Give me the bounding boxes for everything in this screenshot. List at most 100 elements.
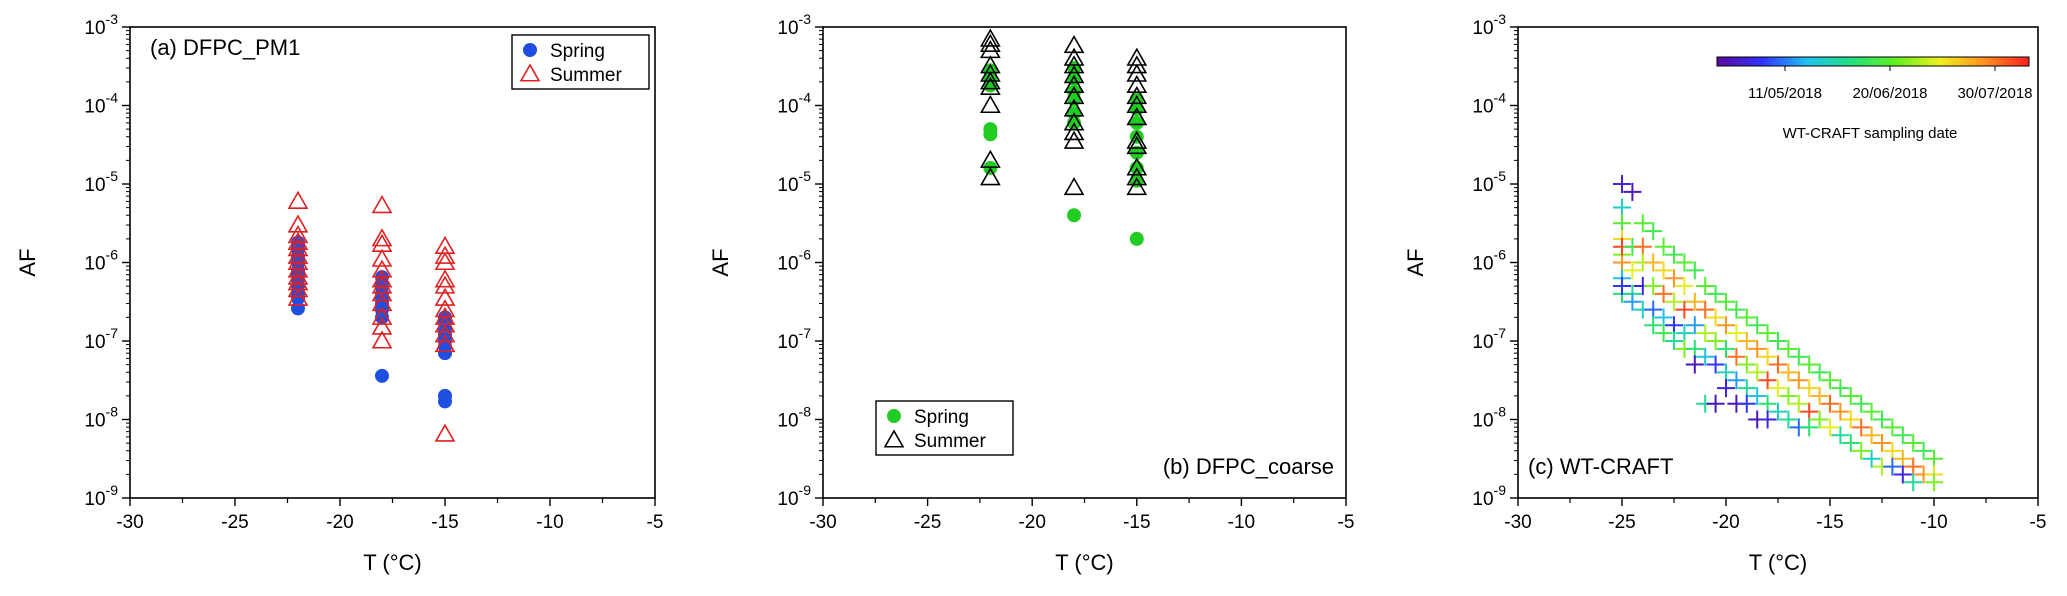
sample-point <box>1644 300 1663 319</box>
summer-point <box>979 149 1001 168</box>
summer-point <box>434 333 456 353</box>
summer-point <box>1063 74 1085 94</box>
summer-point <box>1126 63 1148 82</box>
sample-point <box>1821 371 1839 390</box>
summer-point <box>1063 122 1085 141</box>
sample-point <box>1800 355 1819 374</box>
summer-legend-marker <box>519 63 541 82</box>
sample-point <box>1737 379 1756 398</box>
summer-point <box>287 231 309 251</box>
sample-point <box>1717 379 1735 398</box>
summer-point <box>371 269 393 288</box>
x-tick-label: -30 <box>1504 512 1531 533</box>
y-tick-label: 10-7 <box>777 325 811 353</box>
legend-label: Spring <box>550 41 605 62</box>
sample-point <box>1737 332 1756 350</box>
summer-point <box>434 423 456 442</box>
x-tick-label: -10 <box>1228 512 1255 533</box>
sample-point <box>1758 394 1777 413</box>
sample-point <box>1644 222 1663 241</box>
summer-point <box>371 292 393 312</box>
panel-label: (c) WT-CRAFT <box>1528 454 1673 479</box>
summer-point <box>979 76 1001 95</box>
sample-point <box>1769 379 1787 398</box>
y-tick-label: 10-8 <box>84 404 118 432</box>
sample-point <box>1737 308 1756 327</box>
sample-point <box>1831 379 1850 398</box>
legend-label: Summer <box>914 431 986 452</box>
y-tick-label: 10-3 <box>84 11 118 39</box>
x-axis-title: T (°C) <box>1749 550 1808 575</box>
sample-point <box>1675 253 1694 272</box>
summer-point <box>1126 85 1148 105</box>
sample-point <box>1613 253 1631 272</box>
sample-point <box>1706 284 1725 303</box>
x-tick-label: -5 <box>2030 512 2047 533</box>
sample-point <box>1696 347 1715 366</box>
sample-point <box>1779 410 1798 429</box>
sample-point <box>1717 339 1735 358</box>
summer-point <box>371 195 393 214</box>
y-tick-exponent: -4 <box>106 90 119 106</box>
y-tick-label: 10-4 <box>777 90 811 118</box>
y-tick-label: 10-9 <box>1472 482 1506 510</box>
sample-point <box>1706 394 1725 413</box>
colorbar-bar <box>1716 56 2030 67</box>
sample-point <box>1706 355 1725 374</box>
y-tick-label: 10-4 <box>1472 90 1506 118</box>
sample-point <box>1800 379 1819 398</box>
plot-frame <box>129 26 656 499</box>
sample-point <box>1623 261 1642 280</box>
summer-point <box>371 248 393 267</box>
summer-point <box>1063 176 1085 196</box>
sample-point <box>1685 339 1704 358</box>
sample-point <box>1852 394 1871 413</box>
summer-point <box>1063 47 1085 66</box>
sample-point <box>1696 300 1715 319</box>
sample-point <box>1665 245 1683 264</box>
x-axis-title: T (°C) <box>1055 550 1114 575</box>
sample-point <box>1800 402 1819 421</box>
sample-point <box>1685 316 1704 335</box>
x-tick-label: -30 <box>116 512 143 533</box>
summer-point <box>1063 85 1085 105</box>
y-tick-exponent: -7 <box>799 325 812 341</box>
summer-point <box>371 330 393 349</box>
y-tick-exponent: -5 <box>799 168 812 184</box>
summer-point <box>371 306 393 325</box>
sample-point <box>1873 434 1891 453</box>
y-tick-label: 10-7 <box>84 325 118 353</box>
spring-point <box>375 368 389 383</box>
sample-point <box>1821 418 1839 437</box>
spring-point <box>1129 115 1144 130</box>
legend: Spring Summer <box>875 400 1014 456</box>
colorbar: 11/05/2018 20/06/2018 30/07/2018 WT-CRAFT s… <box>1716 56 2033 142</box>
sample-point <box>1831 402 1850 421</box>
y-tick-exponent: -8 <box>106 404 119 420</box>
sample-point <box>1862 402 1881 421</box>
colorbar-tick-label: 30/07/2018 <box>1957 85 2032 102</box>
sample-point <box>1696 324 1715 343</box>
sample-point <box>1654 261 1673 280</box>
y-axis-title: AF <box>15 248 40 276</box>
y-tick-label: 10-6 <box>1472 247 1506 275</box>
sample-point <box>1800 418 1819 437</box>
x-tick-label: -10 <box>536 512 563 533</box>
sample-point <box>1633 214 1652 233</box>
panel-label: (b) DFPC_coarse <box>1163 454 1334 479</box>
y-tick-label: 10-3 <box>1472 11 1506 39</box>
summer-legend-marker <box>883 429 905 448</box>
sample-point <box>1665 332 1683 350</box>
sample-point <box>1748 386 1767 405</box>
y-tick-exponent: -5 <box>1494 168 1507 184</box>
summer-point <box>979 33 1001 52</box>
summer-point <box>1126 55 1148 74</box>
sample-point <box>1925 473 1943 492</box>
sample-point <box>1769 402 1787 421</box>
summer-point <box>287 279 309 298</box>
summer-point <box>1126 157 1148 176</box>
sample-point <box>1779 363 1798 382</box>
summer-point <box>979 63 1001 82</box>
y-tick-exponent: -9 <box>106 482 119 498</box>
sample-point <box>1623 292 1642 311</box>
